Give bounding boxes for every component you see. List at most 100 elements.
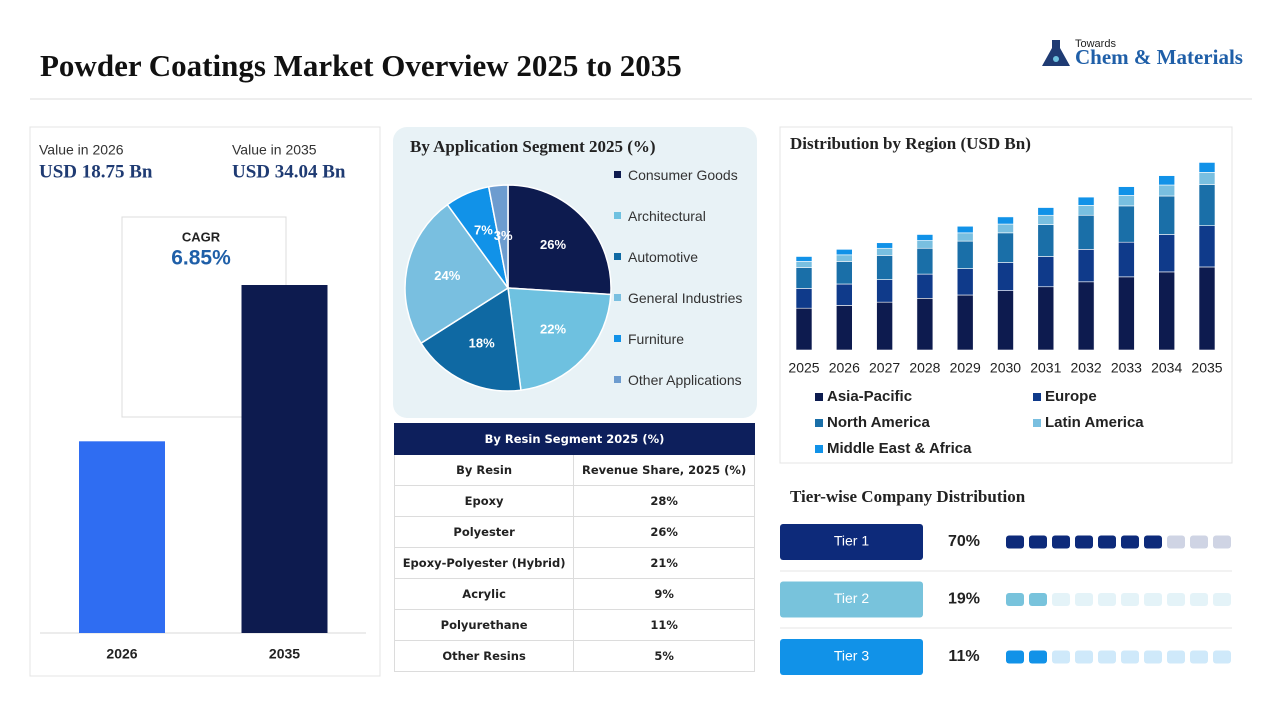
dot <box>1006 650 1024 664</box>
legend-swatch <box>614 294 621 301</box>
bar-segment <box>795 267 813 289</box>
tier-dots <box>1006 593 1231 606</box>
bar-segment <box>1077 205 1095 216</box>
legend-label: North America <box>827 414 930 431</box>
bar-segment <box>997 223 1014 234</box>
value-label: USD 18.75 Bn <box>39 161 153 182</box>
legend-swatch <box>1033 419 1041 427</box>
x-tick-label: 2035 <box>269 646 300 662</box>
dot <box>1075 535 1093 549</box>
bar-segment <box>997 216 1014 225</box>
pie-legend: Consumer Goods Architectural Automotive Gen… <box>614 165 756 390</box>
dot <box>1052 593 1070 606</box>
bar-segment <box>1158 234 1175 273</box>
slice-label: 7% <box>474 223 493 238</box>
dot <box>1052 535 1070 549</box>
x-tick-label: 2035 <box>1191 360 1222 376</box>
bar <box>79 441 165 633</box>
bar-segment <box>1037 207 1055 216</box>
legend-swatch <box>614 376 621 383</box>
table-cell: 11% <box>573 609 755 641</box>
bar-segment <box>1198 184 1216 226</box>
table-header: By Resin <box>393 454 575 486</box>
dot <box>1052 650 1070 664</box>
dot <box>1144 650 1162 664</box>
bar-segment <box>916 273 934 299</box>
logo-top: Towards <box>1075 38 1116 50</box>
value-caption: Value in 2026 <box>39 142 124 158</box>
pie-slice <box>507 184 612 296</box>
dot <box>1213 593 1231 606</box>
dot <box>1144 535 1162 549</box>
dot <box>1098 535 1116 549</box>
dot <box>1075 593 1093 606</box>
table-cell: Epoxy-Polyester (Hybrid) <box>393 547 575 579</box>
bar-segment <box>956 232 974 242</box>
bar-segment <box>876 301 893 351</box>
x-tick-label: 2027 <box>869 360 900 376</box>
bar-segment <box>1118 186 1135 196</box>
bar-segment <box>795 288 813 309</box>
dot <box>1006 593 1024 606</box>
bar-segment <box>1037 256 1055 288</box>
bar-segment <box>956 294 974 351</box>
bar-segment <box>1118 205 1135 243</box>
region-title: Distribution by Region (USD Bn) <box>790 134 1031 153</box>
dot <box>1190 593 1208 606</box>
bar-segment <box>795 256 813 262</box>
dot <box>1213 650 1231 664</box>
slice-label: 22% <box>540 322 566 337</box>
legend-swatch <box>614 212 621 219</box>
pie-slice <box>404 203 510 345</box>
legend-swatch <box>614 253 621 260</box>
bar-segment <box>916 240 934 249</box>
legend-item: Automotive <box>614 247 756 267</box>
pie-slice <box>507 287 612 392</box>
bar-segment <box>835 249 853 256</box>
dot <box>1075 650 1093 664</box>
legend-swatch <box>614 171 621 178</box>
bar-segment <box>1037 224 1055 257</box>
bar-segment <box>1037 286 1055 351</box>
table-row: Epoxy-Polyester (Hybrid) 21% <box>393 547 755 579</box>
legend-label: Asia-Pacific <box>827 388 912 405</box>
bar-segment <box>835 261 853 285</box>
table-cell: 21% <box>573 547 755 579</box>
legend-label: General Industries <box>628 290 743 306</box>
bar-segment <box>835 283 853 306</box>
table-row: Other Resins 5% <box>393 640 755 672</box>
x-tick-label: 2033 <box>1111 360 1142 376</box>
x-tick-label: 2025 <box>788 360 819 376</box>
bar-segment <box>916 247 934 275</box>
bar-segment <box>916 297 934 351</box>
dot <box>1167 593 1185 606</box>
table-row: Epoxy 28% <box>393 485 755 517</box>
dot <box>1167 535 1185 549</box>
dot <box>1213 535 1231 549</box>
table-cell: Epoxy <box>393 485 575 517</box>
table-row: Polyester 26% <box>393 516 755 548</box>
x-tick-label: 2032 <box>1071 360 1102 376</box>
slice-label: 26% <box>540 237 566 252</box>
tier-label: Tier 1 <box>834 533 869 549</box>
bar-segment <box>1077 214 1095 250</box>
x-tick-label: 2026 <box>106 646 137 662</box>
legend-label: Other Applications <box>628 372 742 388</box>
table-row: Polyurethane 11% <box>393 609 755 641</box>
bar-segment <box>835 305 853 351</box>
legend-item: Architectural <box>614 206 756 226</box>
pie-slice <box>419 286 522 392</box>
legend-label: Latin America <box>1045 414 1144 431</box>
table-cell: Other Resins <box>393 640 575 672</box>
legend-swatch <box>1033 393 1041 401</box>
x-tick-label: 2030 <box>990 360 1021 376</box>
bar-segment <box>835 254 853 262</box>
bar-segment <box>956 240 974 269</box>
cagr-label: CAGR <box>182 229 221 244</box>
dot <box>1029 650 1047 664</box>
bar-segment <box>1118 195 1135 207</box>
dot <box>1144 593 1162 606</box>
value-label: USD 34.04 Bn <box>232 161 346 182</box>
dot <box>1121 650 1139 664</box>
bar-segment <box>1077 196 1095 206</box>
